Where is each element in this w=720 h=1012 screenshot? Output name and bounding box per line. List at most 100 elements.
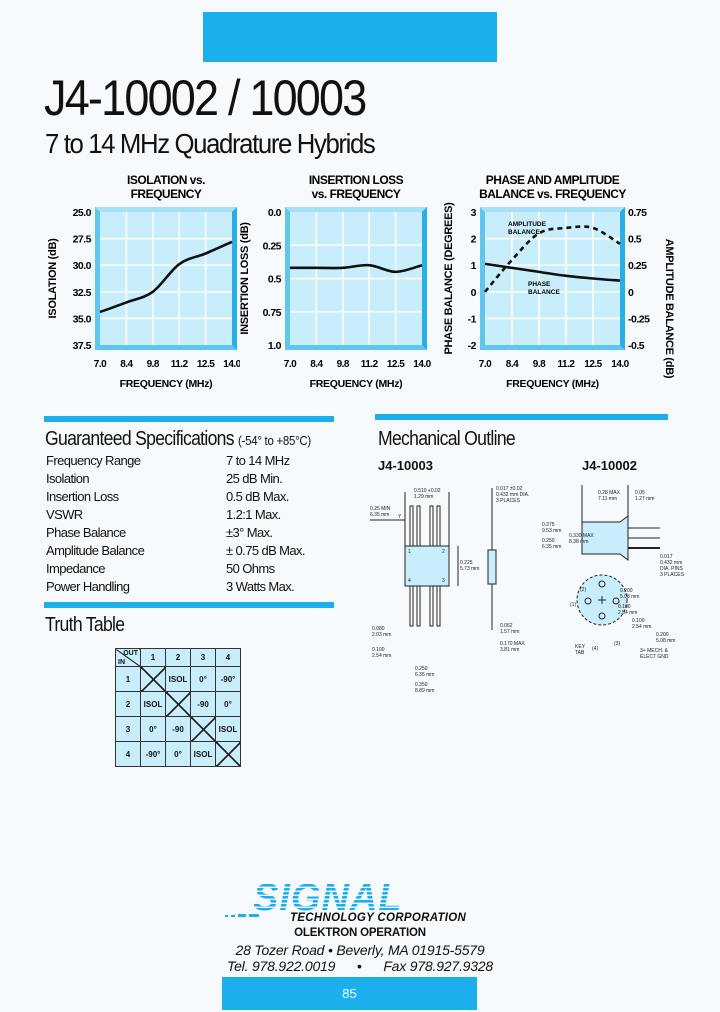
dim-label: (4) <box>592 646 598 652</box>
dim-label: 0.330 MAX <box>569 533 594 539</box>
x-tick-label: 11.2 <box>361 359 379 370</box>
crossed-cell <box>215 741 241 767</box>
dim-label: 0.017 ±0.02 <box>496 486 523 492</box>
fax: Fax 978.927.9328 <box>383 958 493 974</box>
x-tick-label: 9.8 <box>533 359 546 370</box>
dim-label: 0.375 <box>542 522 555 528</box>
dim-label: 5.08 mm <box>656 638 675 644</box>
spec-label: Power Handling <box>46 579 130 594</box>
header-banner <box>203 12 497 62</box>
spec-value: ± 0.75 dB Max. <box>226 543 306 558</box>
table-cell: 0° <box>190 666 216 692</box>
dim-label: 0.200 <box>620 588 633 594</box>
dim-label: 0.062 <box>500 623 513 629</box>
dim-label: 2.54 mm <box>618 610 637 616</box>
y-tick-label: 0.75 <box>263 307 282 319</box>
dim-label: 0.100 <box>372 647 385 653</box>
spec-value: 3 Watts Max. <box>226 579 295 594</box>
dim-label: 0.432 mm <box>660 560 682 566</box>
y-right-tick-label: 0.5 <box>628 234 642 246</box>
y-tick-label: 25.0 <box>73 207 92 219</box>
spec-label: Phase Balance <box>46 525 126 540</box>
truth-table: OUT IN 1 2 3 4 1 ISOL 0° -90° 2 ISOL -90 0° 3 0° -… <box>115 648 241 767</box>
y-tick-label: 37.5 <box>73 340 92 352</box>
y-right-axis-label: AMPLITUDE BALANCE (dB) <box>663 239 675 379</box>
mechanical-drawing: 0.510 +0.02 1.29 mm 0.25 MIN 6.35 mm 0.0… <box>370 485 685 694</box>
dim-label: 0.080 <box>372 626 385 632</box>
table-cell: 0° <box>215 691 241 717</box>
package-side <box>487 549 497 585</box>
dim-label: 0.100 <box>632 618 645 624</box>
dim-label: 1.57 mm <box>500 629 519 635</box>
plot-frame-bevel <box>232 207 237 350</box>
spec-row: Frequency Range 7 to 14 MHz <box>46 453 346 471</box>
data-line <box>290 263 423 274</box>
y-right-tick-label: 0.75 <box>628 207 647 219</box>
specs-temp-range: (-54° to +85°C) <box>238 433 311 448</box>
x-tick-label: 12.5 <box>197 359 215 370</box>
dim-label: 0.28 MAX <box>598 490 621 496</box>
y-tick-label: 0.0 <box>268 207 282 219</box>
column-header: 4 <box>215 648 241 667</box>
pin-label: 1 <box>408 549 411 555</box>
data-line <box>99 240 233 314</box>
table-cell: ISOL <box>215 716 241 742</box>
page-number-bar: 85 <box>222 977 477 1010</box>
address: 28 Tozer Road • Beverly, MA 01915-5579 <box>235 942 485 958</box>
truth-table-row: 1 ISOL 0° -90° <box>115 666 241 692</box>
table-cell: ISOL <box>165 666 191 692</box>
specs-heading: Guaranteed Specifications <box>45 428 235 450</box>
spec-row: Phase Balance ±3° Max. <box>46 525 346 543</box>
table-cell: -90 <box>190 691 216 717</box>
page-subtitle: 7 to 14 MHz Quadrature Hybrids <box>45 128 376 159</box>
specs-title: Guaranteed Specifications (-54° to +85°C… <box>45 428 311 451</box>
truth-table-row: 4 -90° 0° ISOL <box>115 741 241 767</box>
column-header: 3 <box>190 648 216 667</box>
dim-label: 0.225 <box>460 560 473 566</box>
telephone: Tel. 978.922.0019 <box>227 958 336 974</box>
chart-title: vs. FREQUENCY <box>312 187 401 201</box>
dim-label: 1.29 mm <box>414 494 433 500</box>
dim-label: 8.38 mm <box>569 539 588 545</box>
row-header: 3 <box>115 716 141 742</box>
dim-label: (2) <box>580 587 586 593</box>
truth-table-row: 2 ISOL -90 0° <box>115 691 241 717</box>
table-cell: -90° <box>215 666 241 692</box>
amplitude-balance-line <box>484 225 621 293</box>
y-tick-label: 2 <box>471 234 477 246</box>
crossed-cell <box>190 716 216 742</box>
dim-label: 0.017 <box>660 554 673 560</box>
dim-label: 3 PLACES <box>496 498 521 504</box>
dim-label: 6.35 mm <box>415 672 434 678</box>
x-tick-label: 14.0 <box>223 359 240 370</box>
table-cell: -90 <box>165 716 191 742</box>
dim-label: 7.11 mm <box>598 496 617 502</box>
spec-value: 1.2:1 Max. <box>226 507 281 522</box>
spec-row: VSWR 1.2:1 Max. <box>46 507 346 525</box>
dim-label: 0.350 <box>415 682 428 688</box>
crossed-cell <box>165 691 191 717</box>
y-axis-label: INSERTION LOSS (dB) <box>239 222 251 335</box>
dim-label: 1.27 mm <box>635 496 654 502</box>
spec-row: Power Handling 3 Watts Max. <box>46 579 346 597</box>
y-axis-label: ISOLATION (dB) <box>47 238 59 319</box>
dim-label: DIA. PINS <box>660 566 683 572</box>
corner-cell: OUT IN <box>115 648 141 667</box>
dim-label: Y <box>398 514 402 520</box>
spec-row: Isolation 25 dB Min. <box>46 471 346 489</box>
dim-label: 2.03 mm <box>372 632 391 638</box>
spec-value: 50 Ohms <box>226 561 275 576</box>
dim-label: 5.73 mm <box>460 566 479 572</box>
pin-label: 4 <box>408 578 411 584</box>
pin-label: 2 <box>442 549 445 555</box>
spec-label: Impedance <box>46 561 106 576</box>
dim-label: 0.05 <box>635 490 645 496</box>
spec-label: Amplitude Balance <box>46 543 145 558</box>
plot-frame-bevel <box>620 207 625 350</box>
row-header: 4 <box>115 741 141 767</box>
y-tick-label: 0 <box>471 287 477 299</box>
x-tick-label: 9.8 <box>147 359 160 370</box>
j4-10003-drawing <box>370 488 497 630</box>
spec-label: Frequency Range <box>46 453 141 468</box>
